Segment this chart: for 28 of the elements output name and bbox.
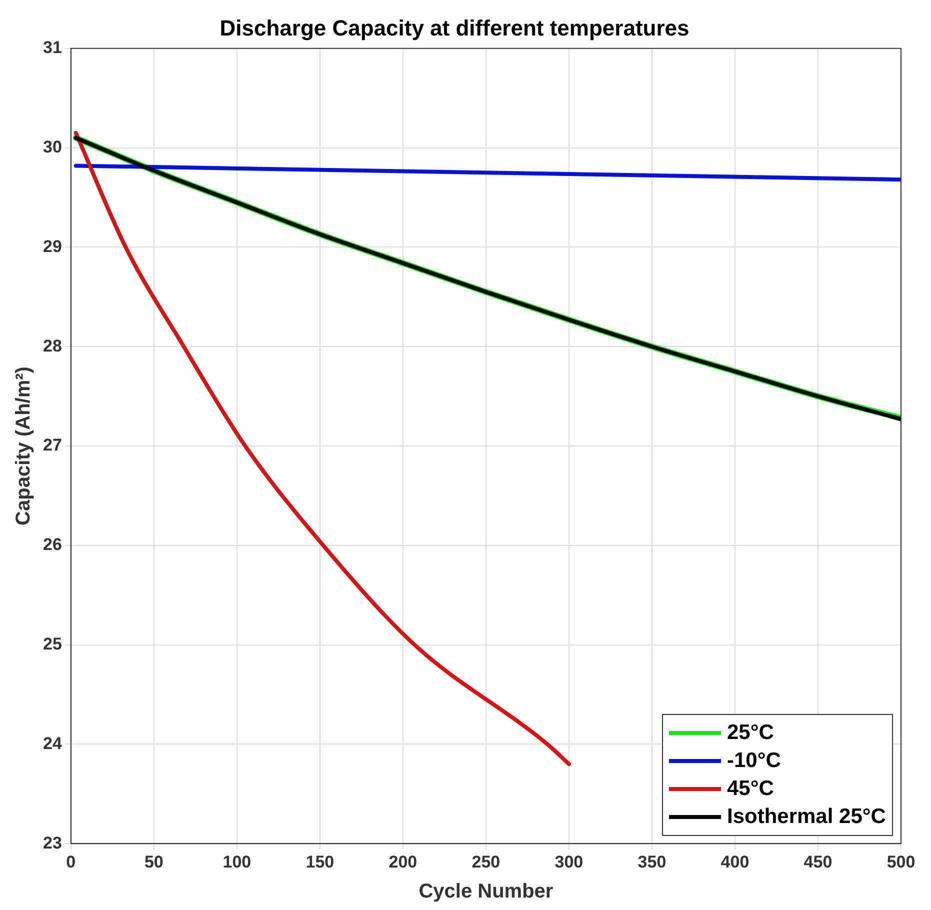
x-tick-label: 300: [554, 852, 584, 872]
y-tick-label: 26: [42, 535, 62, 554]
y-axis-title: Capacity (Ah/m²): [12, 366, 35, 526]
legend-label: 25°C: [727, 720, 774, 745]
x-tick-label: 350: [638, 852, 666, 872]
x-tick-label: 50: [144, 852, 164, 872]
y-tick-label: 31: [42, 38, 62, 58]
line-series: [74, 130, 571, 766]
y-tick-label: 29: [42, 236, 62, 256]
y-tick-label: 28: [42, 336, 62, 356]
legend-label: -10°C: [727, 748, 781, 773]
legend-label: Isothermal 25°C: [727, 804, 886, 829]
x-tick-label: 150: [306, 852, 334, 872]
legend-label: 45°C: [727, 776, 774, 801]
x-tick-label: 500: [886, 852, 916, 872]
chart-title: Discharge Capacity at different temperatures: [220, 15, 690, 40]
y-tick-label: 24: [42, 734, 62, 753]
y-tick-label: 23: [42, 833, 62, 852]
y-tick-label: 27: [42, 436, 62, 455]
x-tick-label: 450: [804, 852, 832, 872]
x-tick-label: 0: [66, 852, 76, 872]
x-axis-title: Cycle Number: [418, 880, 554, 903]
x-tick-label: 400: [720, 852, 750, 872]
x-tick-label: 200: [388, 852, 418, 872]
y-tick-label: 30: [42, 137, 62, 156]
x-tick-label: 100: [222, 852, 252, 872]
y-tick-label: 25: [42, 634, 62, 654]
x-tick-label: 250: [472, 852, 500, 872]
